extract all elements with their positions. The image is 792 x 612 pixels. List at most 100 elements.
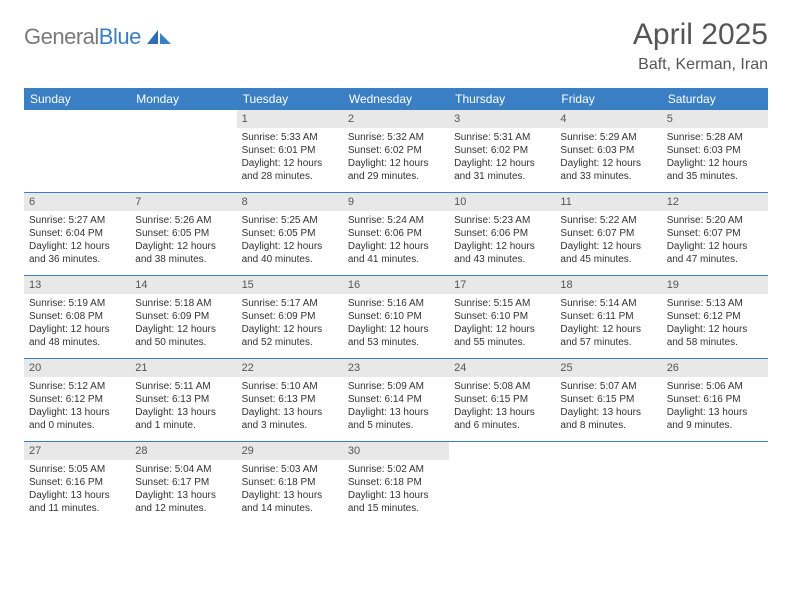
day-details: Sunrise: 5:26 AMSunset: 6:05 PMDaylight:… bbox=[130, 211, 236, 272]
day-cell: 1Sunrise: 5:33 AMSunset: 6:01 PMDaylight… bbox=[237, 110, 343, 192]
sail-icon bbox=[145, 28, 173, 46]
daylight-text: Daylight: 13 hours bbox=[135, 406, 231, 419]
sunset-text: Sunset: 6:06 PM bbox=[454, 227, 550, 240]
empty-cell bbox=[24, 110, 130, 192]
day-number: 17 bbox=[449, 276, 555, 294]
day-cell: 2Sunrise: 5:32 AMSunset: 6:02 PMDaylight… bbox=[343, 110, 449, 192]
day-number: 15 bbox=[237, 276, 343, 294]
daylight-text: and 1 minute. bbox=[135, 419, 231, 432]
calendar-row: 20Sunrise: 5:12 AMSunset: 6:12 PMDayligh… bbox=[24, 358, 768, 441]
day-cell: 20Sunrise: 5:12 AMSunset: 6:12 PMDayligh… bbox=[24, 359, 130, 441]
sunset-text: Sunset: 6:11 PM bbox=[560, 310, 656, 323]
day-cell: 10Sunrise: 5:23 AMSunset: 6:06 PMDayligh… bbox=[449, 193, 555, 275]
daylight-text: and 11 minutes. bbox=[29, 502, 125, 515]
daylight-text: Daylight: 12 hours bbox=[242, 323, 338, 336]
sunrise-text: Sunrise: 5:11 AM bbox=[135, 380, 231, 393]
day-details: Sunrise: 5:11 AMSunset: 6:13 PMDaylight:… bbox=[130, 377, 236, 438]
sunset-text: Sunset: 6:10 PM bbox=[454, 310, 550, 323]
weekday-label: Sunday bbox=[24, 88, 130, 110]
day-cell: 30Sunrise: 5:02 AMSunset: 6:18 PMDayligh… bbox=[343, 442, 449, 524]
daylight-text: and 52 minutes. bbox=[242, 336, 338, 349]
day-details: Sunrise: 5:13 AMSunset: 6:12 PMDaylight:… bbox=[662, 294, 768, 355]
day-cell: 15Sunrise: 5:17 AMSunset: 6:09 PMDayligh… bbox=[237, 276, 343, 358]
sunset-text: Sunset: 6:18 PM bbox=[348, 476, 444, 489]
day-number: 6 bbox=[24, 193, 130, 211]
daylight-text: and 15 minutes. bbox=[348, 502, 444, 515]
sunset-text: Sunset: 6:08 PM bbox=[29, 310, 125, 323]
day-details: Sunrise: 5:07 AMSunset: 6:15 PMDaylight:… bbox=[555, 377, 661, 438]
day-details: Sunrise: 5:05 AMSunset: 6:16 PMDaylight:… bbox=[24, 460, 130, 521]
sunset-text: Sunset: 6:03 PM bbox=[667, 144, 763, 157]
sunrise-text: Sunrise: 5:04 AM bbox=[135, 463, 231, 476]
daylight-text: and 3 minutes. bbox=[242, 419, 338, 432]
daylight-text: Daylight: 12 hours bbox=[135, 323, 231, 336]
sunset-text: Sunset: 6:09 PM bbox=[135, 310, 231, 323]
sunset-text: Sunset: 6:16 PM bbox=[667, 393, 763, 406]
daylight-text: and 45 minutes. bbox=[560, 253, 656, 266]
day-cell: 9Sunrise: 5:24 AMSunset: 6:06 PMDaylight… bbox=[343, 193, 449, 275]
day-details: Sunrise: 5:19 AMSunset: 6:08 PMDaylight:… bbox=[24, 294, 130, 355]
day-number: 8 bbox=[237, 193, 343, 211]
daylight-text: Daylight: 12 hours bbox=[348, 323, 444, 336]
day-details: Sunrise: 5:15 AMSunset: 6:10 PMDaylight:… bbox=[449, 294, 555, 355]
sunset-text: Sunset: 6:17 PM bbox=[135, 476, 231, 489]
day-number: 23 bbox=[343, 359, 449, 377]
day-cell: 29Sunrise: 5:03 AMSunset: 6:18 PMDayligh… bbox=[237, 442, 343, 524]
calendar-row: 1Sunrise: 5:33 AMSunset: 6:01 PMDaylight… bbox=[24, 110, 768, 192]
day-number: 25 bbox=[555, 359, 661, 377]
sunset-text: Sunset: 6:10 PM bbox=[348, 310, 444, 323]
sunset-text: Sunset: 6:13 PM bbox=[242, 393, 338, 406]
daylight-text: Daylight: 12 hours bbox=[560, 240, 656, 253]
day-details: Sunrise: 5:16 AMSunset: 6:10 PMDaylight:… bbox=[343, 294, 449, 355]
daylight-text: and 48 minutes. bbox=[29, 336, 125, 349]
daylight-text: and 38 minutes. bbox=[135, 253, 231, 266]
day-cell: 14Sunrise: 5:18 AMSunset: 6:09 PMDayligh… bbox=[130, 276, 236, 358]
sunrise-text: Sunrise: 5:20 AM bbox=[667, 214, 763, 227]
month-title: April 2025 bbox=[633, 18, 768, 52]
day-details: Sunrise: 5:04 AMSunset: 6:17 PMDaylight:… bbox=[130, 460, 236, 521]
sunset-text: Sunset: 6:12 PM bbox=[29, 393, 125, 406]
day-details: Sunrise: 5:17 AMSunset: 6:09 PMDaylight:… bbox=[237, 294, 343, 355]
day-number: 3 bbox=[449, 110, 555, 128]
day-number: 16 bbox=[343, 276, 449, 294]
sunrise-text: Sunrise: 5:32 AM bbox=[348, 131, 444, 144]
day-number: 26 bbox=[662, 359, 768, 377]
day-number: 12 bbox=[662, 193, 768, 211]
daylight-text: and 6 minutes. bbox=[454, 419, 550, 432]
sunrise-text: Sunrise: 5:33 AM bbox=[242, 131, 338, 144]
daylight-text: Daylight: 12 hours bbox=[667, 157, 763, 170]
day-details: Sunrise: 5:18 AMSunset: 6:09 PMDaylight:… bbox=[130, 294, 236, 355]
day-number: 20 bbox=[24, 359, 130, 377]
sunrise-text: Sunrise: 5:06 AM bbox=[667, 380, 763, 393]
location: Baft, Kerman, Iran bbox=[633, 56, 768, 74]
daylight-text: Daylight: 13 hours bbox=[242, 489, 338, 502]
brand-part1: General bbox=[24, 24, 99, 49]
day-number: 9 bbox=[343, 193, 449, 211]
weekday-label: Monday bbox=[130, 88, 236, 110]
day-cell: 22Sunrise: 5:10 AMSunset: 6:13 PMDayligh… bbox=[237, 359, 343, 441]
day-cell: 6Sunrise: 5:27 AMSunset: 6:04 PMDaylight… bbox=[24, 193, 130, 275]
sunrise-text: Sunrise: 5:22 AM bbox=[560, 214, 656, 227]
daylight-text: and 29 minutes. bbox=[348, 170, 444, 183]
sunset-text: Sunset: 6:12 PM bbox=[667, 310, 763, 323]
day-number: 10 bbox=[449, 193, 555, 211]
daylight-text: and 35 minutes. bbox=[667, 170, 763, 183]
title-block: April 2025 Baft, Kerman, Iran bbox=[633, 18, 768, 74]
sunrise-text: Sunrise: 5:13 AM bbox=[667, 297, 763, 310]
calendar-row: 6Sunrise: 5:27 AMSunset: 6:04 PMDaylight… bbox=[24, 192, 768, 275]
day-cell: 16Sunrise: 5:16 AMSunset: 6:10 PMDayligh… bbox=[343, 276, 449, 358]
weekday-label: Tuesday bbox=[237, 88, 343, 110]
day-cell: 18Sunrise: 5:14 AMSunset: 6:11 PMDayligh… bbox=[555, 276, 661, 358]
day-cell: 27Sunrise: 5:05 AMSunset: 6:16 PMDayligh… bbox=[24, 442, 130, 524]
sunrise-text: Sunrise: 5:26 AM bbox=[135, 214, 231, 227]
day-details: Sunrise: 5:08 AMSunset: 6:15 PMDaylight:… bbox=[449, 377, 555, 438]
day-details: Sunrise: 5:29 AMSunset: 6:03 PMDaylight:… bbox=[555, 128, 661, 189]
day-number: 13 bbox=[24, 276, 130, 294]
daylight-text: Daylight: 12 hours bbox=[348, 157, 444, 170]
sunrise-text: Sunrise: 5:02 AM bbox=[348, 463, 444, 476]
daylight-text: Daylight: 12 hours bbox=[454, 157, 550, 170]
daylight-text: Daylight: 12 hours bbox=[454, 240, 550, 253]
daylight-text: Daylight: 12 hours bbox=[135, 240, 231, 253]
sunset-text: Sunset: 6:07 PM bbox=[560, 227, 656, 240]
calendar-row: 13Sunrise: 5:19 AMSunset: 6:08 PMDayligh… bbox=[24, 275, 768, 358]
